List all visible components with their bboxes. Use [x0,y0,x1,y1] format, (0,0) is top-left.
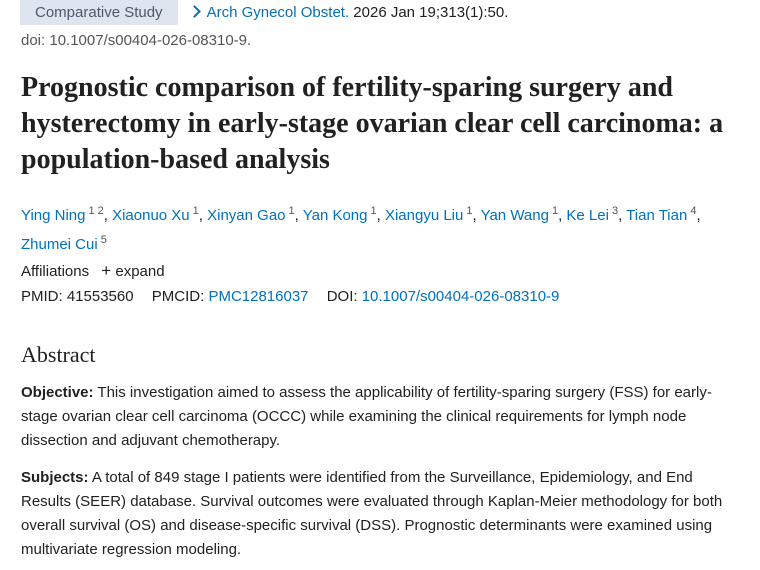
author: Yan Kong 1 [302,205,385,224]
section-text: This investigation aimed to assess the a… [21,384,712,449]
article-title: Prognostic comparison of fertility-spari… [21,72,724,175]
affiliation-number[interactable]: 1 [192,205,199,217]
author: Ke Lei 3 [566,205,626,224]
pmcid-link[interactable]: PMC12816037 [208,288,309,305]
author-link[interactable]: Xiaonuo Xu [112,207,190,224]
citation-details: 2026 Jan 19;313(1):50. [349,4,509,21]
section-label: Subjects: [21,469,89,486]
affiliations: Affiliations + expand [21,261,165,281]
pmid: 41553560 [66,288,134,305]
section-text: A total of 849 stage I patients were ide… [21,469,723,558]
affiliations-label: Affiliations [21,263,90,280]
author-link[interactable]: Zhumei Cui [21,236,98,253]
author-link[interactable]: Yan Wang [480,207,549,224]
section-label: Objective: [21,384,94,401]
affiliation-number[interactable]: 1 [288,205,295,217]
affiliation-number[interactable]: 2 [97,205,104,217]
expand-icon[interactable]: + [101,261,112,280]
author: Yan Wang 1 [480,205,567,224]
affiliation-number[interactable]: 1 [88,205,95,217]
chevron-icon [187,5,201,18]
affiliation-number[interactable]: 1 [551,205,559,217]
abstract-section: Subjects: A total of 849 stage I patient… [21,466,733,562]
abstract-body: Objective: This investigation aimed to a… [21,381,733,570]
journal-link[interactable]: Arch Gynecol Obstet. [206,4,350,21]
doi-line: doi: 10.1007/s00404-026-08310-9. [21,32,252,49]
article-type-tag: Comparative Study [20,0,178,25]
author: Tian Tian 4 [626,205,700,224]
author-link[interactable]: Ying Ning [21,207,86,224]
author-link[interactable]: Ke Lei [566,207,609,224]
pmid-label: PMID: [21,288,63,305]
author-link[interactable]: Xiangyu Liu [384,207,464,224]
doi-link[interactable]: 10.1007/s00404-026-08310-9 [361,288,560,305]
author: Ying Ning 1 2 [21,205,112,224]
affiliation-number[interactable]: 1 [466,205,473,217]
pmcid-label: PMCID: [151,288,205,305]
affiliation-number[interactable]: 3 [611,205,619,217]
author-link[interactable]: Yan Kong [302,207,368,224]
affiliation-number[interactable]: 4 [690,205,697,217]
abstract-section: Objective: This investigation aimed to a… [21,381,733,453]
citation: Arch Gynecol Obstet. 2026 Jan 19;313(1):… [187,4,509,21]
identifiers: PMID: 41553560 PMCID: PMC12816037 DOI: 1… [21,288,559,305]
doi-label: DOI: [326,288,358,305]
affiliation-number[interactable]: 5 [100,234,107,246]
author-link[interactable]: Xinyan Gao [207,207,286,224]
expand-button[interactable]: expand [115,263,165,280]
header: Comparative Study Arch Gynecol Obstet. 2… [20,0,508,25]
author: Xiangyu Liu 1 [384,205,481,224]
author: Zhumei Cui 5 [21,234,107,253]
author: Xinyan Gao 1 [207,205,303,224]
author: Xiaonuo Xu 1 [112,205,207,224]
affiliation-number[interactable]: 1 [370,205,377,217]
author-link[interactable]: Tian Tian [626,207,688,224]
abstract-heading: Abstract [21,342,96,367]
